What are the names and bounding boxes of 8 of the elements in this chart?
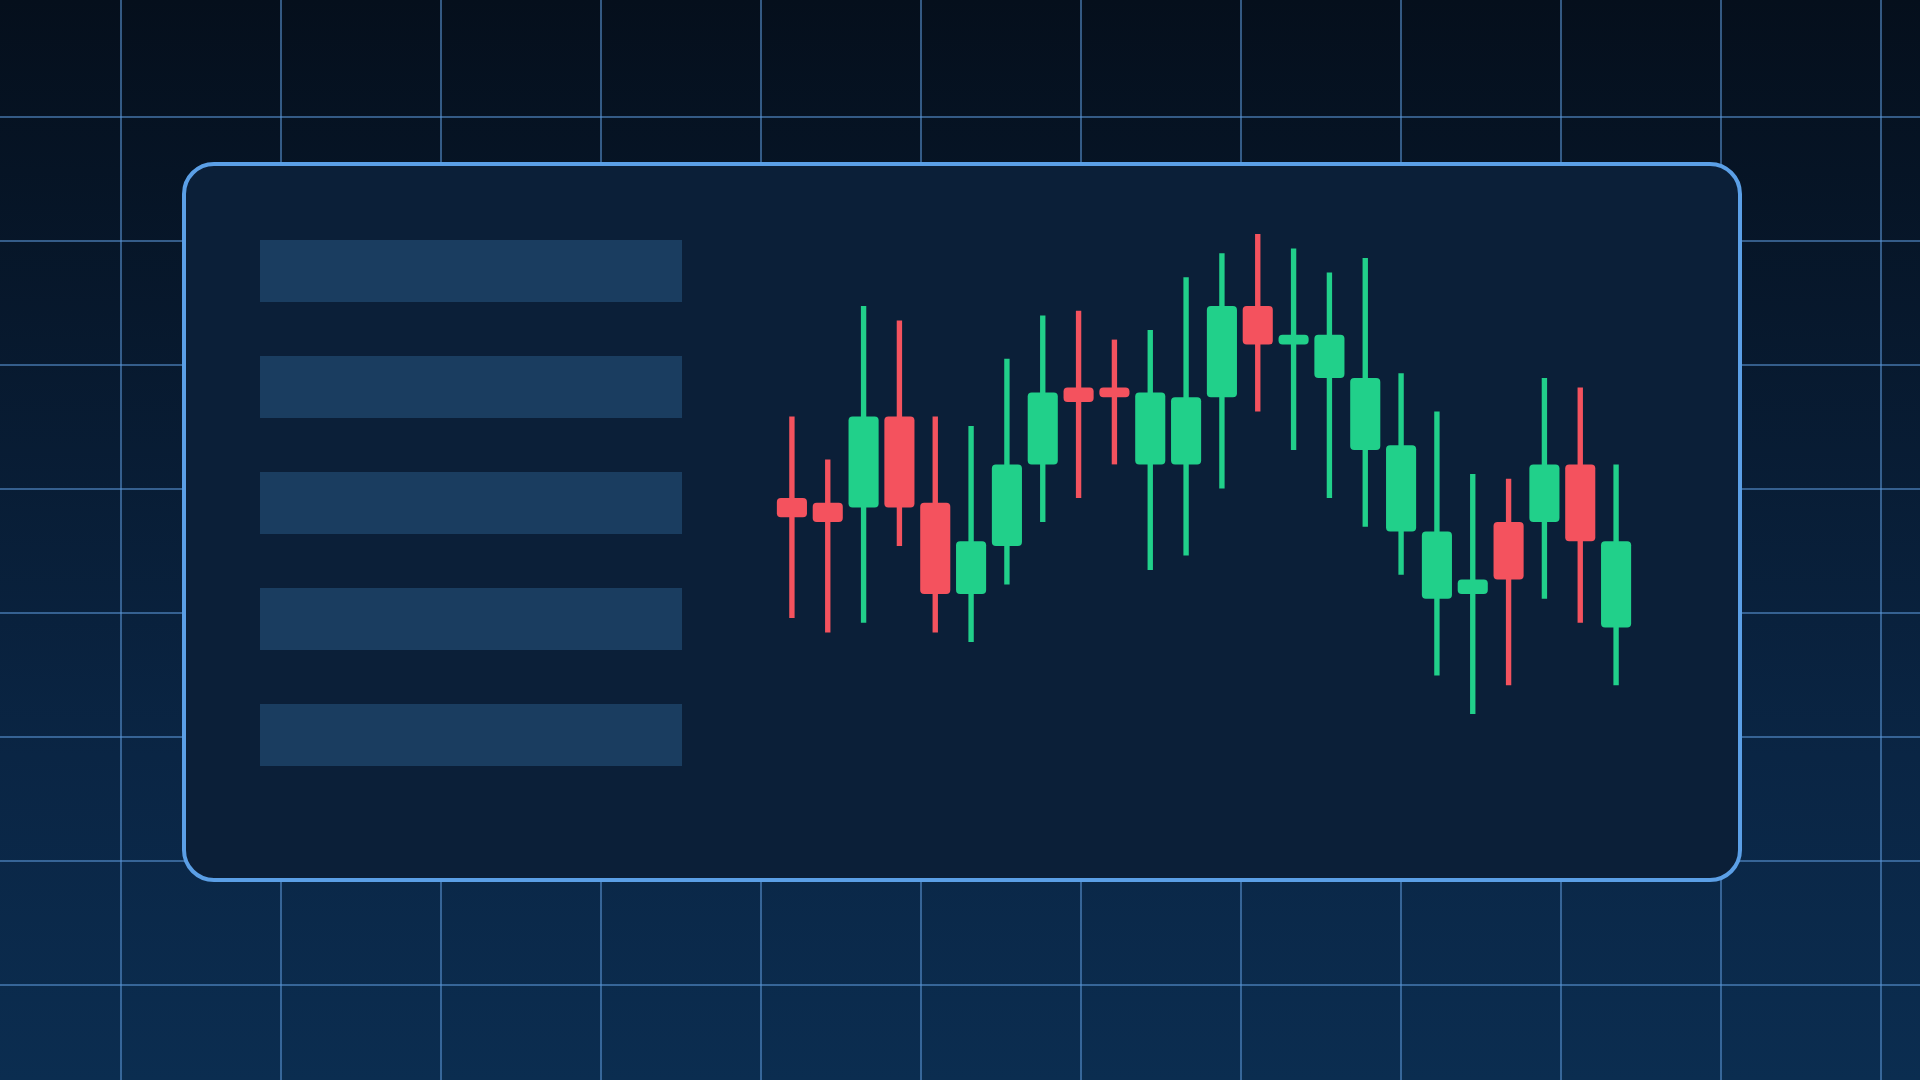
candlestick [1314, 269, 1345, 501]
candlestick [1278, 245, 1309, 453]
candlestick [1457, 471, 1488, 717]
candlestick [1063, 308, 1094, 501]
candlestick [1099, 336, 1130, 468]
candlestick [1242, 231, 1273, 415]
candlestick [776, 413, 807, 621]
candlestick [812, 456, 843, 636]
